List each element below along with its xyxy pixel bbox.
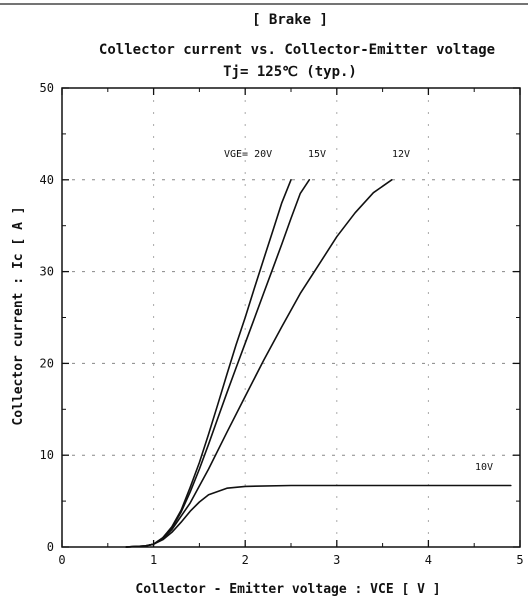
curve-label-12v: 12V	[392, 149, 410, 160]
curve-label-vge-20v: VGE= 20V	[224, 149, 272, 160]
curve-label-15v: 15V	[308, 149, 326, 160]
series-lines	[125, 179, 512, 548]
y-axis-label: Collector current : Ic [ A ]	[11, 206, 26, 425]
y-tick-label: 10	[40, 448, 54, 462]
y-tick-label: 20	[40, 356, 54, 370]
x-tick-label: 3	[333, 553, 340, 567]
y-tick-label: 40	[40, 173, 54, 187]
x-tick-label: 2	[242, 553, 249, 567]
chart-condition: Tj= 125℃ (typ.)	[223, 64, 357, 80]
curve-label-10v: 10V	[475, 462, 493, 473]
series-line-3	[125, 179, 393, 548]
chart-title: [ Brake ]	[252, 12, 328, 28]
x-tick-label: 0	[58, 553, 65, 567]
x-tick-label: 1	[150, 553, 157, 567]
x-tick-label: 4	[425, 553, 432, 567]
y-tick-label: 0	[47, 540, 54, 554]
x-tick-marks: 0 1 2 3 4 5	[58, 88, 524, 567]
y-tick-label: 30	[40, 265, 54, 279]
series-line-4	[125, 484, 512, 548]
y-tick-label: 50	[40, 81, 54, 95]
chart-subtitle: Collector current vs. Collector-Emitter …	[99, 42, 495, 58]
series-line-1	[125, 179, 292, 548]
y-tick-marks: 0 10 20 30 40 50	[40, 81, 520, 554]
x-axis-label: Collector - Emitter voltage : VCE [ V ]	[135, 582, 440, 597]
x-tick-label: 5	[516, 553, 523, 567]
grid-lines	[62, 88, 520, 547]
plot-frame	[61, 87, 521, 548]
